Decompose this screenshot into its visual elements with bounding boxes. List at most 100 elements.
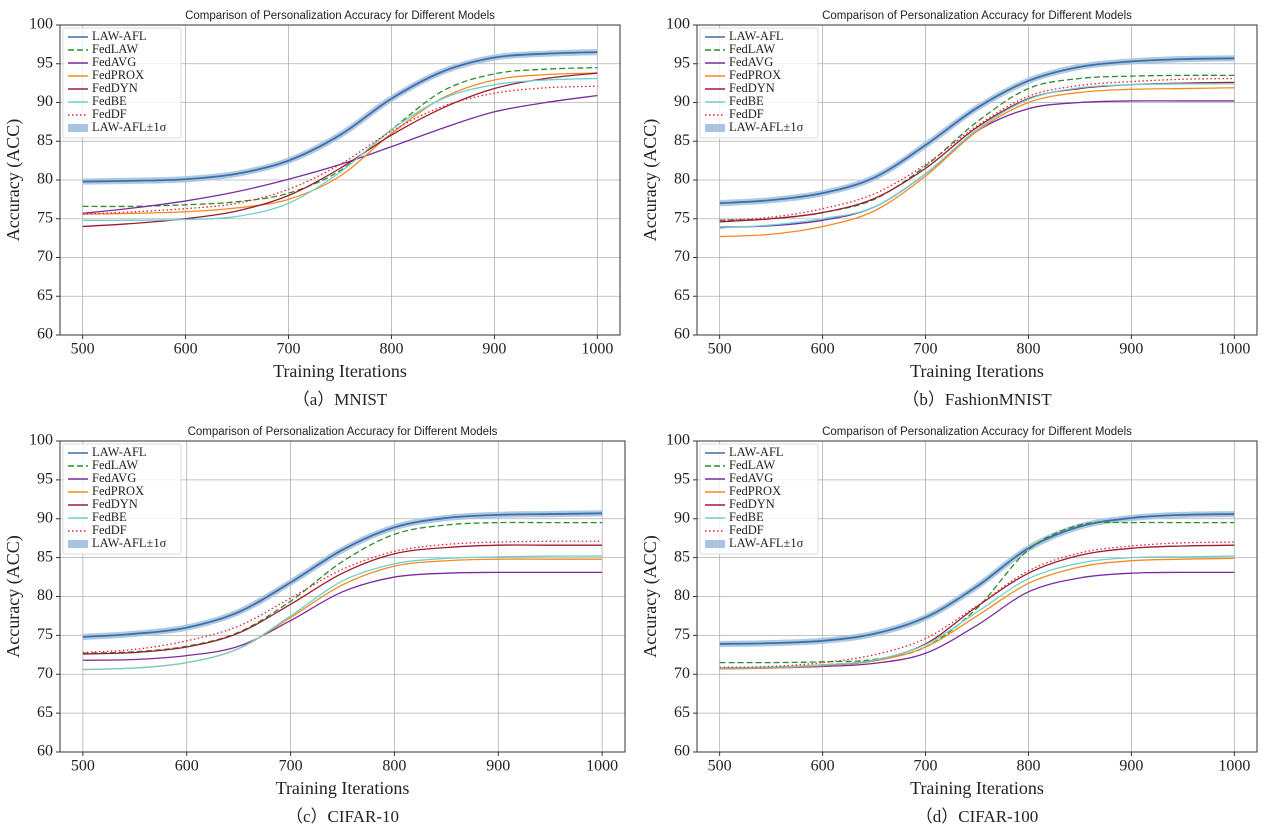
- series-line: [82, 512, 603, 638]
- x-tick-label: 700: [914, 758, 938, 775]
- y-tick-label: 70: [37, 248, 53, 265]
- legend-label: FedAVG: [92, 55, 136, 69]
- panel: 60 65 70 75 80 85 90 95 100 500 600 700 800 900 1000 Co…: [3, 426, 626, 826]
- series-line: [719, 87, 1235, 238]
- x-tick-label: 700: [914, 341, 938, 358]
- y-tick-label: 60: [37, 743, 53, 760]
- chart-title: Comparison of Personalization Accuracy f…: [188, 426, 498, 438]
- plot-frame: [59, 24, 621, 336]
- series-line: [719, 541, 1235, 668]
- y-tick-label: 70: [37, 665, 53, 682]
- legend-box: [62, 27, 182, 139]
- legend-label: FedLAW: [92, 42, 138, 56]
- chart-title: Comparison of Personalization Accuracy f…: [822, 426, 1132, 438]
- x-axis-label: Training Iterations: [273, 361, 407, 381]
- y-tick-label: 60: [674, 326, 690, 343]
- x-tick-label: 700: [277, 341, 301, 358]
- legend-swatch: [705, 124, 725, 132]
- x-tick-label: 500: [71, 758, 95, 775]
- y-tick-label: 60: [37, 326, 53, 343]
- y-tick-label: 65: [37, 704, 53, 721]
- x-tick-label: 1000: [1218, 758, 1250, 775]
- legend-label: LAW-AFL: [729, 29, 784, 43]
- y-tick-label: 100: [666, 16, 690, 33]
- series-line: [719, 83, 1235, 229]
- series-line: [82, 521, 603, 654]
- x-tick-label: 500: [71, 341, 95, 358]
- y-tick-label: 100: [29, 432, 53, 449]
- legend-label: LAW-AFL±1σ: [92, 120, 167, 134]
- legend-label: FedPROX: [729, 484, 781, 498]
- legend-label: FedDYN: [729, 81, 775, 95]
- y-axis-label: Accuracy (ACC): [3, 119, 24, 241]
- caption: （c）CIFAR-10: [286, 807, 399, 826]
- legend-swatch: [68, 124, 88, 132]
- x-tick-label: 600: [811, 341, 835, 358]
- legend-label: FedBE: [729, 94, 764, 108]
- caption: （b）FashionMNIST: [902, 390, 1052, 409]
- series-line: [719, 557, 1235, 670]
- legend-label: FedBE: [729, 510, 764, 524]
- series-line: [719, 544, 1235, 669]
- legend-label: LAW-AFL±1σ: [92, 536, 167, 550]
- series-line: [719, 77, 1235, 221]
- y-tick-label: 75: [674, 626, 690, 643]
- x-tick-label: 600: [175, 758, 199, 775]
- y-tick-label: 80: [674, 171, 690, 188]
- x-tick-label: 700: [279, 758, 303, 775]
- x-tick-label: 1000: [581, 341, 613, 358]
- y-axis-label: Accuracy (ACC): [3, 535, 24, 657]
- panel: 60 65 70 75 80 85 90 95 100 500 600 700 800 900 1000 Co…: [3, 10, 621, 409]
- x-axis-label: Training Iterations: [910, 778, 1044, 798]
- y-tick-label: 80: [674, 587, 690, 604]
- legend-box: [699, 27, 819, 139]
- y-tick-label: 90: [674, 509, 690, 526]
- series-line: [82, 571, 603, 661]
- series-line: [82, 85, 598, 215]
- series-line: [82, 540, 603, 654]
- legend-box: [699, 443, 819, 555]
- x-tick-label: 800: [382, 758, 406, 775]
- panel: 60 65 70 75 80 85 90 95 100 500 600 700 800 900 1000 Co…: [640, 426, 1258, 826]
- y-tick-label: 80: [37, 587, 53, 604]
- y-tick-label: 85: [37, 132, 53, 149]
- legend-label: FedPROX: [92, 68, 144, 82]
- y-tick-label: 90: [37, 509, 53, 526]
- y-tick-label: 85: [674, 132, 690, 149]
- x-tick-label: 900: [482, 341, 506, 358]
- x-tick-label: 900: [486, 758, 510, 775]
- x-tick-label: 1000: [1218, 341, 1250, 358]
- y-tick-label: 100: [29, 16, 53, 33]
- series-line: [82, 558, 603, 671]
- y-tick-label: 85: [37, 548, 53, 565]
- legend-label: FedLAW: [92, 458, 138, 472]
- legend-label: FedLAW: [729, 42, 775, 56]
- plot-frame: [696, 440, 1258, 753]
- y-tick-label: 95: [37, 471, 53, 488]
- series-line: [82, 72, 598, 215]
- series-line: [719, 555, 1235, 669]
- legend-label: FedBE: [92, 94, 127, 108]
- y-tick-label: 70: [674, 248, 690, 265]
- caption: （a）MNIST: [293, 390, 388, 409]
- x-tick-label: 600: [811, 758, 835, 775]
- y-tick-label: 80: [37, 171, 53, 188]
- series-line: [719, 513, 1235, 645]
- y-tick-label: 65: [37, 287, 53, 304]
- series-line: [82, 555, 603, 671]
- series-line: [82, 544, 603, 655]
- legend-label: FedLAW: [729, 458, 775, 472]
- y-tick-label: 70: [674, 665, 690, 682]
- legend-label: FedDYN: [92, 81, 138, 95]
- x-tick-label: 800: [1016, 758, 1040, 775]
- x-axis-label: Training Iterations: [276, 778, 410, 798]
- y-tick-label: 90: [37, 93, 53, 110]
- x-tick-label: 800: [379, 341, 403, 358]
- legend-label: FedAVG: [729, 55, 773, 69]
- y-tick-label: 65: [674, 704, 690, 721]
- x-tick-label: 800: [1016, 341, 1040, 358]
- series-line: [719, 57, 1235, 205]
- caption: （d）CIFAR-100: [916, 807, 1038, 826]
- legend-swatch: [705, 540, 725, 548]
